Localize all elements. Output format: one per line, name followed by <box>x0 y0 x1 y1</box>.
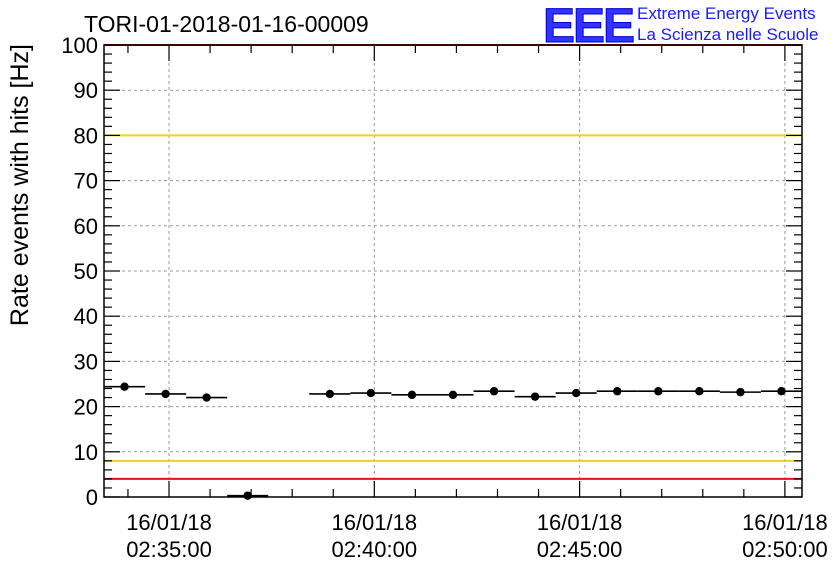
y-tick-label: 60 <box>74 214 98 239</box>
data-point <box>489 387 499 396</box>
data-point <box>448 390 458 400</box>
data-point <box>695 387 704 396</box>
data-point <box>736 387 745 397</box>
data-point <box>366 388 376 398</box>
y-tick-label: 100 <box>61 33 98 58</box>
logo-line-2: La Scienza nelle Scuole <box>637 25 818 44</box>
data-point <box>120 382 129 391</box>
x-tick-label-date: 16/01/18 <box>742 510 828 535</box>
y-tick-label: 40 <box>74 304 98 329</box>
data-point <box>654 387 663 396</box>
data-points <box>104 382 802 500</box>
y-tick-label: 50 <box>74 259 98 284</box>
axes: 010203040506070809010016/01/1802:35:0016… <box>61 33 827 562</box>
y-tick-label: 90 <box>74 78 98 103</box>
x-tick-label-time: 02:40:00 <box>331 537 417 562</box>
data-point <box>202 393 211 402</box>
logo-mark: EEE <box>543 0 634 53</box>
y-tick-label: 0 <box>86 485 98 510</box>
data-point <box>325 389 335 399</box>
grid <box>104 45 802 497</box>
chart-title: TORI-01-2018-01-16-00009 <box>84 11 369 37</box>
y-axis-label: Rate events with hits [Hz] <box>6 44 34 326</box>
x-tick-label-date: 16/01/18 <box>537 510 623 535</box>
x-tick-label-time: 02:35:00 <box>126 537 212 562</box>
reference-lines <box>104 44 802 480</box>
x-tick-label-date: 16/01/18 <box>126 510 212 535</box>
data-point <box>243 491 252 500</box>
y-tick-label: 10 <box>74 440 98 465</box>
y-tick-label: 80 <box>74 123 98 148</box>
data-point <box>161 389 170 399</box>
data-point <box>530 392 540 401</box>
x-tick-label-date: 16/01/18 <box>331 510 417 535</box>
eee-logo: EEE Extreme Energy Events La Scienza nel… <box>543 0 819 54</box>
x-tick-label-time: 02:50:00 <box>742 537 828 562</box>
data-point <box>613 387 622 396</box>
y-tick-label: 30 <box>74 349 98 374</box>
logo-line-1: Extreme Energy Events <box>637 4 816 23</box>
data-point <box>407 390 417 400</box>
data-point <box>571 388 581 398</box>
x-tick-label-time: 02:45:00 <box>537 537 623 562</box>
data-point <box>777 387 786 396</box>
y-tick-label: 20 <box>74 395 98 420</box>
y-tick-label: 70 <box>74 169 98 194</box>
